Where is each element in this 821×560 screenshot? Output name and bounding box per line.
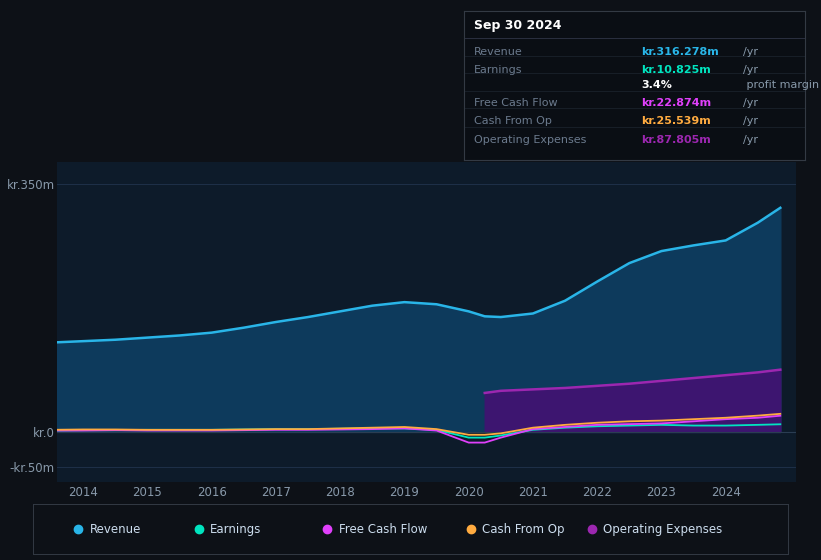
Text: kr.25.539m: kr.25.539m bbox=[641, 116, 711, 126]
Text: Cash From Op: Cash From Op bbox=[474, 116, 552, 126]
Text: Sep 30 2024: Sep 30 2024 bbox=[474, 18, 562, 31]
Text: /yr: /yr bbox=[743, 98, 759, 108]
Text: /yr: /yr bbox=[743, 135, 759, 145]
Text: /yr: /yr bbox=[743, 47, 759, 57]
Text: Revenue: Revenue bbox=[89, 522, 141, 536]
Text: /yr: /yr bbox=[743, 116, 759, 126]
Text: Free Cash Flow: Free Cash Flow bbox=[474, 98, 557, 108]
Text: kr.87.805m: kr.87.805m bbox=[641, 135, 711, 145]
Text: kr.10.825m: kr.10.825m bbox=[641, 66, 711, 76]
Text: kr.316.278m: kr.316.278m bbox=[641, 47, 719, 57]
Text: Revenue: Revenue bbox=[474, 47, 523, 57]
Text: kr.22.874m: kr.22.874m bbox=[641, 98, 711, 108]
Text: 3.4%: 3.4% bbox=[641, 80, 672, 90]
Text: Free Cash Flow: Free Cash Flow bbox=[339, 522, 427, 536]
Text: Operating Expenses: Operating Expenses bbox=[603, 522, 722, 536]
Text: Earnings: Earnings bbox=[210, 522, 262, 536]
Text: Cash From Op: Cash From Op bbox=[482, 522, 565, 536]
Text: profit margin: profit margin bbox=[743, 80, 819, 90]
Text: /yr: /yr bbox=[743, 66, 759, 76]
Text: Operating Expenses: Operating Expenses bbox=[474, 135, 586, 145]
Text: Earnings: Earnings bbox=[474, 66, 523, 76]
